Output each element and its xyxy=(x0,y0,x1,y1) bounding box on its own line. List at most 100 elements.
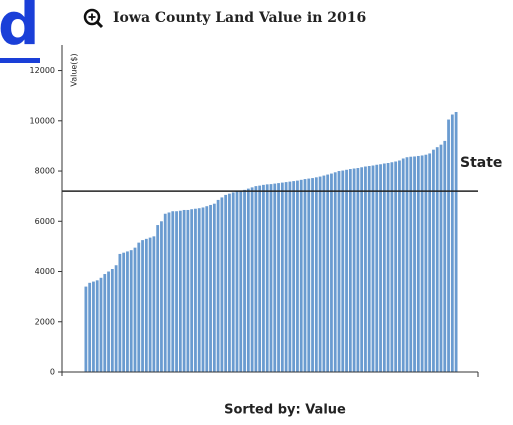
bar xyxy=(356,168,360,372)
bar xyxy=(330,173,333,372)
bar xyxy=(348,169,352,372)
bar xyxy=(284,182,288,372)
bar xyxy=(409,156,413,372)
bar xyxy=(413,156,416,372)
bar xyxy=(152,236,156,372)
bar xyxy=(167,212,171,372)
bar xyxy=(424,154,428,372)
bar xyxy=(345,169,348,372)
reference-label: State xyxy=(460,155,502,171)
bar xyxy=(443,140,447,372)
bar xyxy=(386,163,390,372)
link-text[interactable]: d xyxy=(0,0,40,58)
bar xyxy=(405,157,409,372)
bar xyxy=(107,271,110,372)
bar xyxy=(447,119,450,372)
bar xyxy=(292,181,296,372)
bar xyxy=(99,277,103,372)
bar xyxy=(311,178,314,372)
bar xyxy=(364,166,367,372)
bar xyxy=(190,209,194,372)
bar xyxy=(454,112,458,373)
link-underline xyxy=(0,58,40,63)
bar xyxy=(110,269,114,372)
bar xyxy=(288,181,292,372)
bar xyxy=(197,208,201,372)
bar xyxy=(246,188,250,372)
bar xyxy=(254,186,258,372)
bar xyxy=(216,199,220,372)
chart-title: Iowa County Land Value in 2016 xyxy=(113,10,366,26)
bar xyxy=(235,191,239,372)
bar xyxy=(178,210,182,372)
bar xyxy=(375,164,379,372)
bar xyxy=(314,177,318,372)
bar xyxy=(118,253,122,372)
bar xyxy=(156,225,160,372)
bar xyxy=(126,251,129,372)
bar xyxy=(398,160,401,372)
y-tick-label: 6000 xyxy=(35,217,55,226)
bar xyxy=(318,176,322,372)
bar xyxy=(148,237,152,372)
bar xyxy=(326,174,330,372)
bar xyxy=(250,187,254,372)
bar xyxy=(114,265,118,372)
bar xyxy=(435,147,439,372)
bar xyxy=(352,168,356,372)
bar xyxy=(171,211,175,372)
bar xyxy=(394,161,398,372)
bar xyxy=(194,208,197,372)
bar xyxy=(277,183,280,372)
bar xyxy=(322,175,326,372)
bar xyxy=(367,166,371,372)
bar xyxy=(231,192,235,372)
bar xyxy=(428,153,432,372)
bar xyxy=(265,184,269,372)
bar xyxy=(84,286,88,372)
bar xyxy=(144,238,148,372)
bar xyxy=(439,144,443,372)
bar xyxy=(205,206,209,372)
bar xyxy=(122,252,126,372)
bar xyxy=(420,155,424,372)
y-tick-label: 4000 xyxy=(35,267,55,276)
bar xyxy=(296,180,299,372)
bar xyxy=(303,179,307,372)
bar xyxy=(401,158,405,372)
bar xyxy=(137,242,141,372)
bar xyxy=(273,183,277,372)
bar xyxy=(92,281,95,372)
bar xyxy=(133,247,137,372)
x-axis-label: Sorted by: Value xyxy=(224,403,346,418)
bar xyxy=(141,240,144,372)
bar xyxy=(95,280,99,372)
y-tick-label: 12000 xyxy=(30,66,55,75)
bar xyxy=(333,172,337,372)
bar xyxy=(160,221,163,372)
bar xyxy=(129,250,133,372)
bar xyxy=(182,209,186,372)
bar xyxy=(209,204,212,372)
bar xyxy=(258,185,262,372)
bar xyxy=(262,184,265,372)
bar xyxy=(416,155,420,372)
bar xyxy=(371,165,375,372)
y-tick-label: 0 xyxy=(50,368,55,377)
bar xyxy=(341,170,345,372)
bar xyxy=(243,189,246,372)
bar xyxy=(228,193,231,372)
bar xyxy=(360,167,364,372)
bar xyxy=(280,182,284,372)
bar xyxy=(163,213,167,372)
bar xyxy=(379,164,382,372)
bar xyxy=(299,179,303,372)
bars xyxy=(62,112,478,373)
y-tick-label: 2000 xyxy=(35,317,55,326)
zoom-icon[interactable] xyxy=(83,8,104,29)
bar xyxy=(224,194,228,372)
bar xyxy=(103,274,107,372)
bar xyxy=(186,209,190,372)
bar xyxy=(337,171,341,372)
